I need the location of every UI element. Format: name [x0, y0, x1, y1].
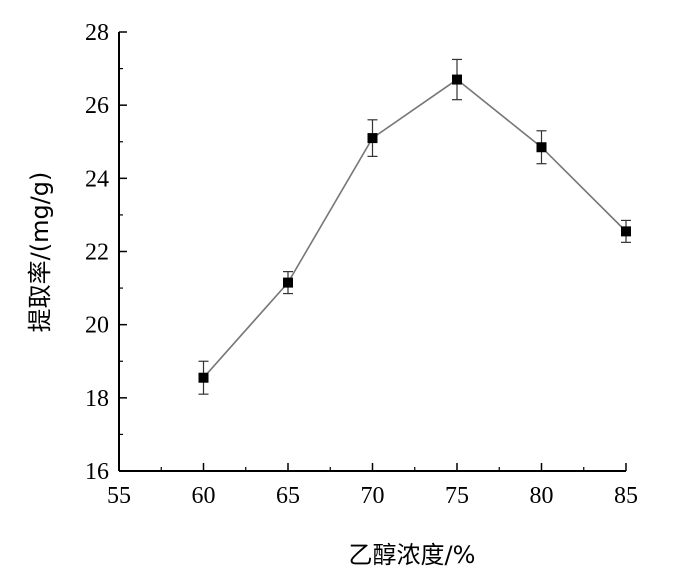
y-tick-label: 20 [85, 313, 109, 339]
x-tick-label: 80 [530, 483, 554, 509]
data-point [198, 372, 209, 383]
y-tick-label: 26 [85, 93, 109, 119]
x-tick-label: 55 [107, 483, 131, 509]
y-axis-title: 提取率/(mg/g) [26, 172, 54, 333]
data-point [621, 226, 631, 237]
data-point [283, 277, 293, 288]
y-tick-label: 22 [85, 240, 109, 266]
x-tick-label: 65 [276, 483, 300, 509]
y-tick-label: 16 [85, 459, 109, 485]
y-tick-label: 18 [85, 386, 109, 412]
x-axis-title: 乙醇浓度/% [349, 541, 476, 569]
y-tick-label: 28 [85, 20, 109, 46]
data-series [198, 58, 631, 395]
data-point [452, 74, 462, 85]
data-point [536, 142, 547, 153]
data-point [367, 133, 378, 144]
y-tick-label: 24 [85, 166, 109, 192]
x-tick-label: 75 [445, 483, 469, 509]
series-line [202, 78, 627, 379]
x-tick-label: 70 [361, 483, 385, 509]
x-tick-label: 60 [192, 483, 216, 509]
x-tick-label: 85 [614, 483, 638, 509]
axes [118, 32, 626, 472]
ticks: 55 60 65 70 75 80 85 16 18 20 22 24 26 28 [85, 20, 638, 509]
